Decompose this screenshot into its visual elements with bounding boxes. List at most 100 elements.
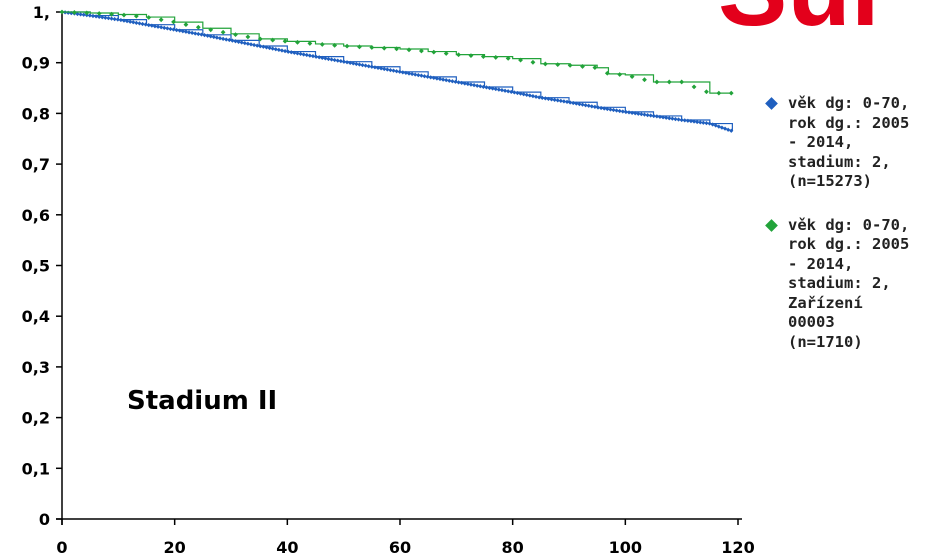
series-2-point: [195, 24, 201, 30]
series-1-point: [217, 36, 223, 41]
series-1-point: [425, 74, 430, 79]
series-1-point: [220, 36, 226, 41]
series-2-point: [604, 70, 610, 76]
series-1-point: [146, 22, 151, 28]
series-1-point: [440, 77, 446, 82]
series-1-point: [444, 78, 449, 83]
series-1-point: [506, 89, 511, 94]
series-1-point: [357, 62, 362, 67]
series-1-point: [428, 75, 433, 80]
series-1-point: [583, 103, 588, 108]
series-2-point: [704, 89, 709, 95]
series-1-point: [289, 50, 294, 55]
series-1-point: [471, 83, 477, 88]
legend-marker-series-2: [765, 218, 778, 232]
series-1-point: [137, 21, 142, 26]
series-2-point: [480, 54, 486, 59]
series-2-point: [220, 29, 226, 35]
series-1-point: [143, 22, 148, 27]
y-tick-label: 1,: [33, 3, 50, 22]
series-1-point: [366, 64, 371, 69]
y-tick-label: 0,2: [22, 409, 50, 428]
series-2-point: [530, 59, 536, 65]
series-1-point: [251, 42, 257, 48]
x-tick-label: 0: [56, 538, 67, 557]
series-1-point: [382, 66, 387, 72]
series-2-point: [542, 61, 548, 67]
series-1-point: [211, 34, 216, 40]
series-1-point: [329, 57, 334, 62]
series-1-point: [354, 61, 359, 67]
series-1-point: [236, 39, 241, 45]
series-1-point: [586, 103, 591, 108]
series-1-point: [162, 25, 167, 30]
series-1-point: [103, 15, 108, 20]
y-tick-label: 0,3: [22, 358, 50, 377]
series-2-point: [728, 90, 734, 96]
legend-item-series-2: věk dg: 0-70, rok dg.: 2005 - 2014, stad…: [764, 216, 939, 353]
series-1-point: [118, 17, 123, 23]
series-1-point: [270, 46, 275, 51]
series-2-point: [96, 11, 102, 16]
series-1-point: [202, 33, 207, 38]
series-1-point: [227, 37, 232, 43]
chart-axes: [56, 12, 742, 525]
series-2-point: [295, 39, 300, 45]
series-1-point: [317, 55, 322, 60]
series-1-point: [304, 52, 309, 58]
series-2-point: [357, 44, 362, 50]
series-1-point: [335, 58, 340, 63]
series-1-point: [282, 48, 288, 54]
series-1-point: [437, 76, 443, 82]
series-1-point: [165, 26, 170, 31]
series-1-point: [341, 59, 347, 64]
series-1-point: [115, 17, 120, 22]
series-1-point: [109, 16, 114, 21]
series-1-point: [180, 29, 185, 34]
series-1-point: [134, 20, 139, 25]
series-1-point: [286, 49, 291, 54]
series-1-point: [571, 100, 576, 106]
series-1-point: [155, 24, 161, 29]
series-1-point: [186, 30, 192, 35]
series-1-point: [400, 70, 405, 75]
series-2-point: [158, 17, 164, 23]
series-1-point: [468, 82, 474, 87]
series-2-point: [59, 9, 65, 15]
series-1-point: [391, 68, 396, 73]
series-2-point: [319, 42, 325, 47]
series-1-point: [502, 88, 508, 93]
series-1-point: [224, 37, 229, 42]
y-tick-label: 0,9: [22, 54, 50, 73]
series-2: [59, 9, 734, 96]
series-1-point: [279, 48, 285, 53]
x-tick-label: 120: [721, 538, 754, 557]
series-1-point: [372, 65, 378, 70]
series-2-point: [691, 84, 697, 90]
series-2-point: [468, 53, 474, 59]
series-1-point: [239, 40, 244, 45]
series-1-point: [168, 26, 173, 32]
series-1-point: [199, 32, 204, 37]
series-1-point: [475, 83, 480, 88]
series-1-point: [171, 27, 176, 32]
y-tick-label: 0,8: [22, 104, 50, 123]
series-1-point: [128, 19, 133, 24]
series-2-point: [406, 47, 412, 53]
series-1-point: [177, 28, 182, 33]
series-1-point: [140, 21, 145, 27]
series-1-point: [533, 94, 539, 99]
y-tick-label: 0,1: [22, 459, 50, 478]
series-2-point: [394, 46, 400, 52]
series-1-point: [112, 16, 117, 22]
series-1-point: [301, 52, 306, 57]
series-1-point: [313, 54, 319, 59]
series-2-point: [443, 51, 449, 56]
red-title-fragment: Sur: [718, 0, 891, 42]
series-1-point: [344, 60, 350, 65]
series-2-point: [679, 79, 685, 85]
series-1-point: [478, 84, 483, 89]
chart-legend: věk dg: 0-70, rok dg.: 2005 - 2014, stad…: [764, 94, 939, 376]
series-1-point: [394, 69, 399, 74]
